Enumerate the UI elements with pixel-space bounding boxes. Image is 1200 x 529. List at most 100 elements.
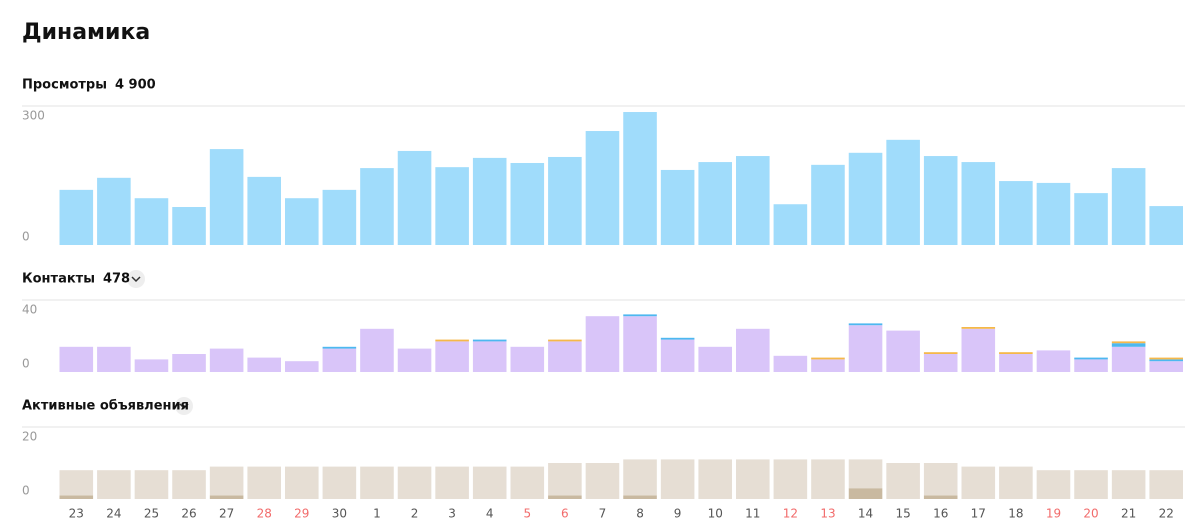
- bar: [886, 330, 920, 372]
- bar: [134, 470, 169, 499]
- bar: [209, 495, 244, 499]
- bar: [999, 354, 1033, 372]
- bar: [811, 357, 845, 360]
- bar: [961, 327, 996, 329]
- bar: [1074, 357, 1108, 360]
- bar: [548, 495, 582, 499]
- bar: [999, 352, 1033, 354]
- x-tick-label: 30: [332, 507, 347, 521]
- x-tick-label: 7: [599, 507, 607, 521]
- x-tick-label: 12: [783, 507, 798, 521]
- bar: [1036, 470, 1071, 499]
- bar: [134, 198, 169, 245]
- bar: [1111, 343, 1146, 347]
- bar: [923, 156, 958, 245]
- bar: [1111, 341, 1146, 344]
- bar: [510, 466, 545, 499]
- x-tick-label: 2: [411, 507, 419, 521]
- bar: [472, 339, 507, 342]
- bar: [397, 150, 432, 245]
- bar: [1149, 359, 1183, 362]
- bar: [1149, 470, 1183, 499]
- bar: [285, 198, 319, 245]
- bar: [548, 339, 582, 342]
- bar: [435, 466, 469, 499]
- chevron[interactable]: [127, 270, 145, 288]
- y-tick-label: 0: [22, 484, 30, 498]
- section-total: 478: [103, 272, 130, 287]
- x-tick-label: 6: [561, 507, 569, 521]
- bar: [1111, 346, 1146, 372]
- x-tick-label: 14: [858, 507, 873, 521]
- bar: [1149, 206, 1183, 245]
- bar: [623, 316, 657, 372]
- bar: [848, 488, 883, 499]
- x-tick-label: 1: [373, 507, 381, 521]
- bar: [811, 164, 845, 245]
- bar: [97, 177, 131, 245]
- bar: [435, 339, 469, 342]
- x-tick-label: 23: [69, 507, 84, 521]
- bar: [322, 466, 357, 499]
- chevron[interactable]: [175, 397, 193, 415]
- section-title: Просмотры: [22, 78, 107, 93]
- bar: [360, 466, 394, 499]
- bar: [623, 495, 657, 499]
- bar: [510, 162, 545, 245]
- bar: [660, 337, 695, 340]
- bar: [247, 466, 281, 499]
- x-tick-label: 13: [820, 507, 835, 521]
- bar: [1074, 193, 1108, 245]
- bar: [923, 463, 958, 496]
- x-tick-label: 27: [219, 507, 234, 521]
- bar: [435, 167, 469, 245]
- bar: [698, 346, 732, 372]
- bar: [360, 168, 394, 245]
- bar: [585, 463, 620, 499]
- bar: [1111, 470, 1146, 499]
- x-tick-label: 29: [294, 507, 309, 521]
- bar: [247, 176, 281, 245]
- bar: [247, 357, 281, 372]
- bar: [773, 355, 808, 372]
- bar: [886, 463, 920, 499]
- bar: [585, 316, 620, 372]
- bar: [59, 346, 94, 372]
- bar: [285, 361, 319, 372]
- bar: [472, 341, 507, 372]
- bar: [660, 169, 695, 245]
- bar: [1036, 350, 1071, 372]
- bar: [773, 459, 808, 499]
- bar: [548, 341, 582, 372]
- bar: [360, 328, 394, 372]
- bar: [472, 466, 507, 499]
- x-tick-label: 10: [708, 507, 723, 521]
- x-tick-label: 5: [523, 507, 531, 521]
- bar: [961, 328, 996, 372]
- bar: [285, 466, 319, 499]
- x-tick-label: 3: [448, 507, 456, 521]
- bar: [322, 346, 357, 349]
- bar: [886, 139, 920, 245]
- bar: [510, 346, 545, 372]
- bar: [848, 459, 883, 489]
- bar: [999, 181, 1033, 245]
- bar: [172, 470, 206, 499]
- bar: [698, 459, 732, 499]
- x-tick-label: 18: [1008, 507, 1023, 521]
- bar: [59, 189, 94, 245]
- x-tick-label: 28: [257, 507, 272, 521]
- y-tick-label: 300: [22, 109, 45, 123]
- bar: [59, 495, 94, 499]
- y-tick-label: 40: [22, 303, 37, 317]
- bar: [1111, 168, 1146, 245]
- bar: [548, 156, 582, 245]
- bar: [848, 325, 883, 372]
- bar: [397, 466, 432, 499]
- bar: [923, 495, 958, 499]
- bar: [736, 459, 770, 499]
- bar: [698, 162, 732, 245]
- bar: [97, 346, 131, 372]
- bar: [172, 207, 206, 245]
- bar: [1149, 357, 1183, 360]
